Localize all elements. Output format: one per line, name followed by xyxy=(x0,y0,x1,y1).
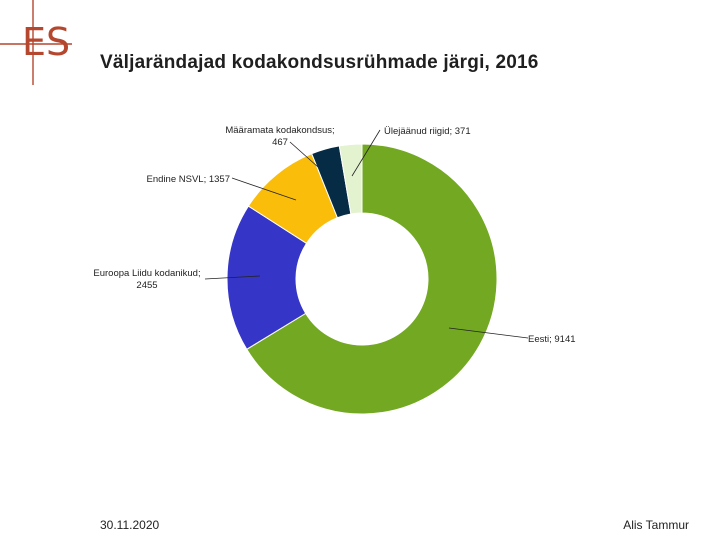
leader-line xyxy=(289,141,319,168)
leader-line xyxy=(204,275,261,280)
slide-title: Väljarändajad kodakondsusrühmade järgi, … xyxy=(100,52,539,73)
slice-ülejäänud-riigid xyxy=(338,143,363,215)
data-label: Endine NSVL; 1357 xyxy=(147,174,230,185)
logo: ES xyxy=(0,0,72,85)
leader-line xyxy=(231,177,297,201)
data-label: Ülejäänud riigid; 371 xyxy=(384,126,471,137)
slice-euroopa-liidu-kodanikud xyxy=(226,205,308,350)
leader-line xyxy=(351,129,381,177)
data-label: Eesti; 9141 xyxy=(528,334,576,345)
leader-line xyxy=(448,327,529,339)
footer-author: Alis Tammur xyxy=(623,518,689,532)
data-label: Määramata kodakondsus; 467 xyxy=(225,125,334,148)
data-label: Euroopa Liidu kodanikud; 2455 xyxy=(93,268,200,291)
logo-text: ES xyxy=(22,20,70,64)
slice-eesti xyxy=(246,143,498,415)
footer-date: 30.11.2020 xyxy=(100,518,160,532)
